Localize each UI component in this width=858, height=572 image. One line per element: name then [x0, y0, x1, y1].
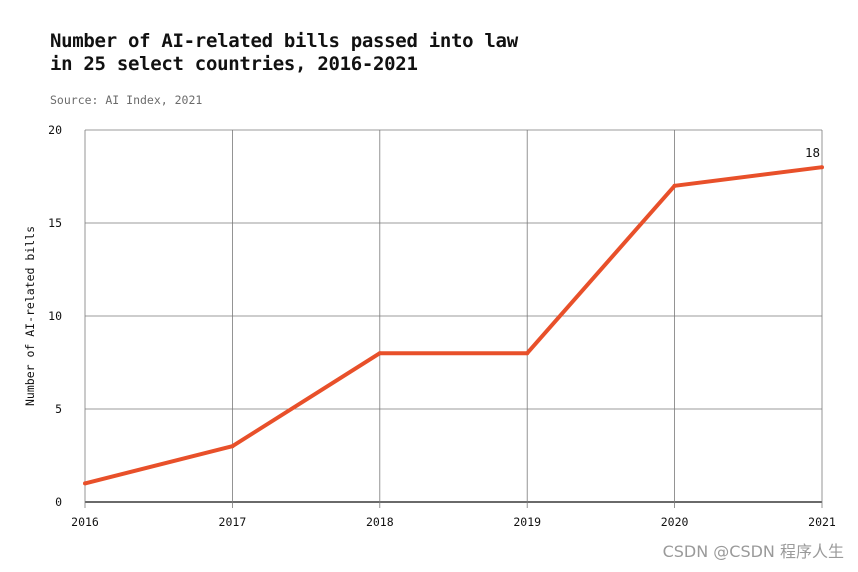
y-tick-label-10: 10	[48, 309, 62, 323]
chart-title-line-1: Number of AI-related bills passed into l…	[50, 30, 518, 52]
data-point-2017	[230, 444, 235, 449]
y-tick-label-0: 0	[55, 495, 62, 509]
data-point-2020	[672, 183, 677, 188]
data-label-2021: 18	[805, 145, 820, 160]
y-axis-label: Number of AI-related bills	[23, 226, 37, 406]
series-group	[83, 165, 824, 486]
x-tick-label-2017: 2017	[219, 515, 247, 529]
tick-labels: 0 5 10 15 20 2016 2017 2018 2019 2020 2021	[48, 123, 836, 529]
series-line-0	[84, 165, 823, 486]
data-point-2019	[525, 351, 530, 356]
data-point-2018	[377, 351, 382, 356]
chart-title-line-2: in 25 select countries, 2016-2021	[50, 53, 418, 75]
x-tick-label-2021: 2021	[808, 515, 836, 529]
y-tick-label-15: 15	[48, 216, 62, 230]
data-labels: 18	[805, 145, 820, 160]
chart-title: Number of AI-related bills passed into l…	[50, 30, 518, 76]
x-tick-label-2016: 2016	[71, 515, 99, 529]
y-tick-label-5: 5	[55, 402, 62, 416]
y-tick-label-20: 20	[48, 123, 62, 137]
grid	[84, 129, 823, 508]
data-point-2016	[83, 481, 87, 486]
x-tick-label-2020: 2020	[661, 515, 689, 529]
data-point-2021	[820, 165, 824, 170]
watermark: CSDN @CSDN 程序人生	[662, 542, 844, 561]
x-tick-label-2018: 2018	[366, 515, 394, 529]
chart-source: Source: AI Index, 2021	[50, 93, 203, 107]
x-tick-label-2019: 2019	[513, 515, 541, 529]
